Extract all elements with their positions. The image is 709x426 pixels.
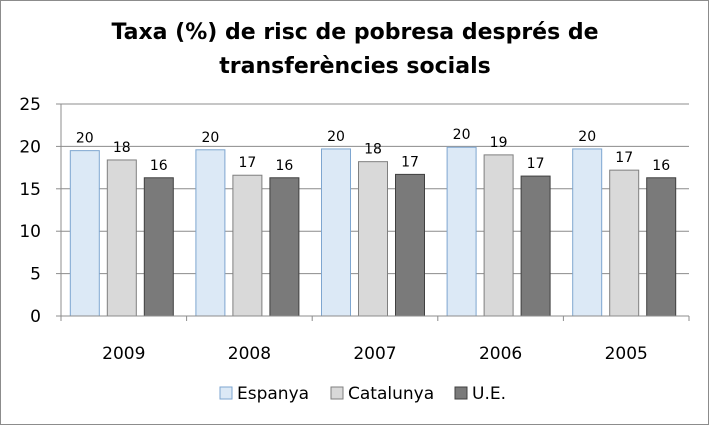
bar-U.E.-2006 [520,175,551,317]
data-label-Espanya-2008: 20 [201,130,219,146]
y-tick-label-5: 5 [30,265,41,285]
data-label-Espanya-2005: 20 [578,129,596,145]
bar-Espanya-2006 [446,146,477,317]
bar-Espanya-2007 [321,148,351,317]
data-label-Catalunya-2009: 18 [113,140,131,156]
legend-swatch-Catalunya [330,386,344,400]
data-label-Catalunya-2005: 17 [615,150,633,166]
bars: 20 18 16 20 17 16 20 18 17 20 19 17 20 17 16 [69,127,677,317]
data-label-U.E.-2005: 16 [652,158,670,174]
legend-label-Catalunya: Catalunya [348,384,434,404]
data-label-Espanya-2007: 20 [327,129,345,145]
y-tick-label-20: 20 [19,137,41,157]
x-tick-label-2005: 2005 [605,344,648,364]
x-tick-label-2008: 2008 [228,344,271,364]
data-label-Catalunya-2006: 19 [490,135,508,151]
bar-U.E.-2009 [143,177,174,317]
x-tick-label-2006: 2006 [479,344,522,364]
x-tick-label-2009: 2009 [102,344,145,364]
bar-U.E.-2005 [646,177,677,317]
bar-Espanya-2009 [69,150,100,317]
x-tick-label-2007: 2007 [353,344,396,364]
chart-title-line-2: transferències socials [219,54,490,79]
data-label-U.E.-2008: 16 [275,158,293,174]
y-tick-label-15: 15 [19,180,41,200]
legend-swatch-Espanya [219,386,233,400]
bar-Catalunya-2005 [609,169,640,317]
data-label-U.E.-2007: 17 [401,154,419,170]
data-label-Catalunya-2008: 17 [238,155,256,171]
bar-Espanya-2005 [572,148,603,317]
chart-title-line-1: Taxa (%) de risc de pobresa després de [111,20,598,45]
y-axis: 0 5 10 15 20 25 [19,95,62,327]
x-axis: 2009 2008 2007 2006 2005 [60,315,690,364]
y-tick-label-0: 0 [30,307,41,327]
bar-Catalunya-2008 [232,174,263,317]
legend-label-Espanya: Espanya [237,384,309,404]
y-tick-label-25: 25 [19,95,41,115]
bar-Catalunya-2009 [106,159,137,317]
bar-U.E.-2007 [395,173,425,317]
bar-Catalunya-2007 [358,161,388,317]
data-label-U.E.-2006: 17 [527,156,545,172]
legend: Espanya Catalunya U.E. [219,384,506,404]
bar-U.E.-2008 [269,177,300,317]
data-label-Espanya-2009: 20 [76,131,94,147]
bar-Espanya-2008 [195,149,226,317]
data-label-Espanya-2006: 20 [453,127,471,143]
legend-label-U.E.: U.E. [472,384,506,404]
legend-swatch-U.E. [454,386,468,400]
data-label-Catalunya-2007: 18 [364,142,382,158]
data-label-U.E.-2009: 16 [150,158,168,174]
y-tick-label-10: 10 [19,222,41,242]
bar-Catalunya-2006 [483,154,514,317]
